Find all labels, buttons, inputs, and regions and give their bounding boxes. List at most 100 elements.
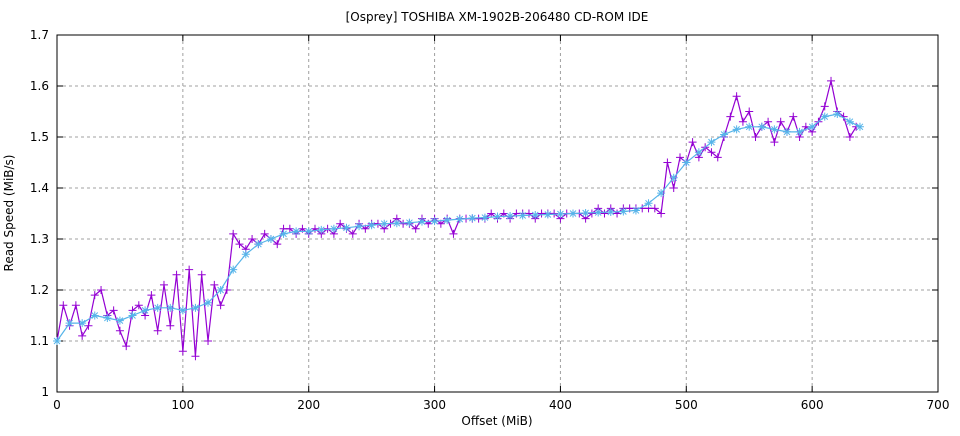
data-point [487, 209, 496, 218]
data-point [682, 158, 691, 167]
data-point [720, 130, 729, 139]
data-point [141, 306, 150, 315]
data-point [751, 133, 760, 141]
data-point [726, 112, 735, 121]
y-tick-label: 1.7 [30, 28, 49, 42]
y-tick-label: 1.4 [30, 181, 49, 195]
data-point [348, 229, 357, 238]
data-point [795, 127, 804, 136]
data-point [524, 209, 533, 218]
data-point [845, 133, 854, 141]
data-point [380, 219, 389, 228]
data-point [732, 92, 741, 101]
data-point [600, 209, 609, 218]
axis-ticks: 0 100 200 300 400 500 600 700 1 1.1 1.2 1.3 1.4 1.5 1.… [30, 28, 950, 412]
data-point [216, 301, 225, 310]
data-point [581, 208, 590, 217]
data-point [707, 148, 716, 157]
plot-frame [56, 34, 939, 393]
data-point [675, 153, 684, 162]
data-point [745, 122, 754, 131]
data-point [229, 265, 238, 274]
data-point [166, 321, 175, 330]
data-point [657, 209, 666, 218]
data-point [317, 225, 326, 234]
x-tick-label: 500 [675, 398, 698, 412]
data-point [166, 303, 175, 312]
data-point [273, 240, 282, 249]
data-point [411, 224, 420, 233]
x-tick-label: 200 [297, 398, 320, 412]
data-point [115, 316, 124, 325]
data-point [248, 235, 257, 243]
series-0 [53, 76, 861, 361]
data-point [569, 209, 578, 218]
series-group [53, 76, 864, 361]
data-point [90, 311, 99, 320]
data-point [480, 213, 489, 222]
data-point [292, 227, 301, 236]
grid [57, 35, 938, 392]
data-point [493, 212, 502, 221]
data-point [468, 214, 477, 223]
data-point [122, 342, 131, 351]
data-point [178, 306, 187, 315]
data-point [392, 219, 401, 228]
data-point [128, 311, 137, 320]
data-point [613, 209, 622, 218]
data-point [367, 221, 376, 230]
y-axis-label: Read Speed (MiB/s) [2, 155, 16, 272]
y-tick-label: 1.1 [30, 334, 49, 348]
data-point [266, 235, 275, 243]
data-point [663, 158, 672, 167]
data-point [694, 148, 703, 157]
data-point [776, 117, 785, 126]
data-point [53, 337, 61, 345]
data-point [631, 206, 640, 215]
y-tick-label: 1.6 [30, 79, 49, 93]
data-point [713, 153, 722, 162]
chart-title: [Osprey] TOSHIBA XM-1902B-206480 CD-ROM … [346, 10, 649, 24]
data-point [556, 210, 565, 219]
data-point [355, 222, 364, 231]
data-point [115, 326, 124, 335]
data-point [235, 240, 244, 249]
data-point [147, 291, 156, 300]
data-point [443, 216, 452, 225]
data-point [191, 352, 200, 361]
data-point [707, 138, 716, 147]
x-axis-label: Offset (MiB) [461, 414, 532, 428]
data-point [745, 107, 754, 116]
y-tick-label: 1 [41, 385, 49, 399]
data-point [782, 127, 791, 136]
data-point [738, 117, 747, 126]
data-point [644, 199, 653, 208]
data-point [279, 229, 288, 238]
data-point [210, 280, 219, 289]
data-point [855, 122, 864, 131]
data-point [336, 219, 345, 228]
data-point [311, 224, 320, 233]
data-point [342, 223, 351, 232]
x-tick-label: 700 [927, 398, 950, 412]
data-point [518, 211, 527, 220]
data-point [197, 270, 206, 279]
data-point [71, 301, 80, 310]
data-point [808, 122, 817, 131]
data-point [241, 250, 250, 259]
x-tick-label: 0 [53, 398, 61, 412]
data-point [543, 210, 552, 219]
data-point [84, 321, 93, 330]
data-point [260, 229, 269, 238]
data-point [550, 209, 559, 218]
x-tick-label: 400 [549, 398, 572, 412]
data-point [90, 291, 99, 300]
y-tick-label: 1.5 [30, 130, 49, 144]
data-point [606, 207, 615, 216]
data-point [78, 331, 87, 340]
data-point [820, 102, 829, 111]
data-point [770, 138, 779, 147]
series-line [56, 80, 857, 357]
data-point [159, 280, 168, 289]
data-point [827, 76, 836, 85]
